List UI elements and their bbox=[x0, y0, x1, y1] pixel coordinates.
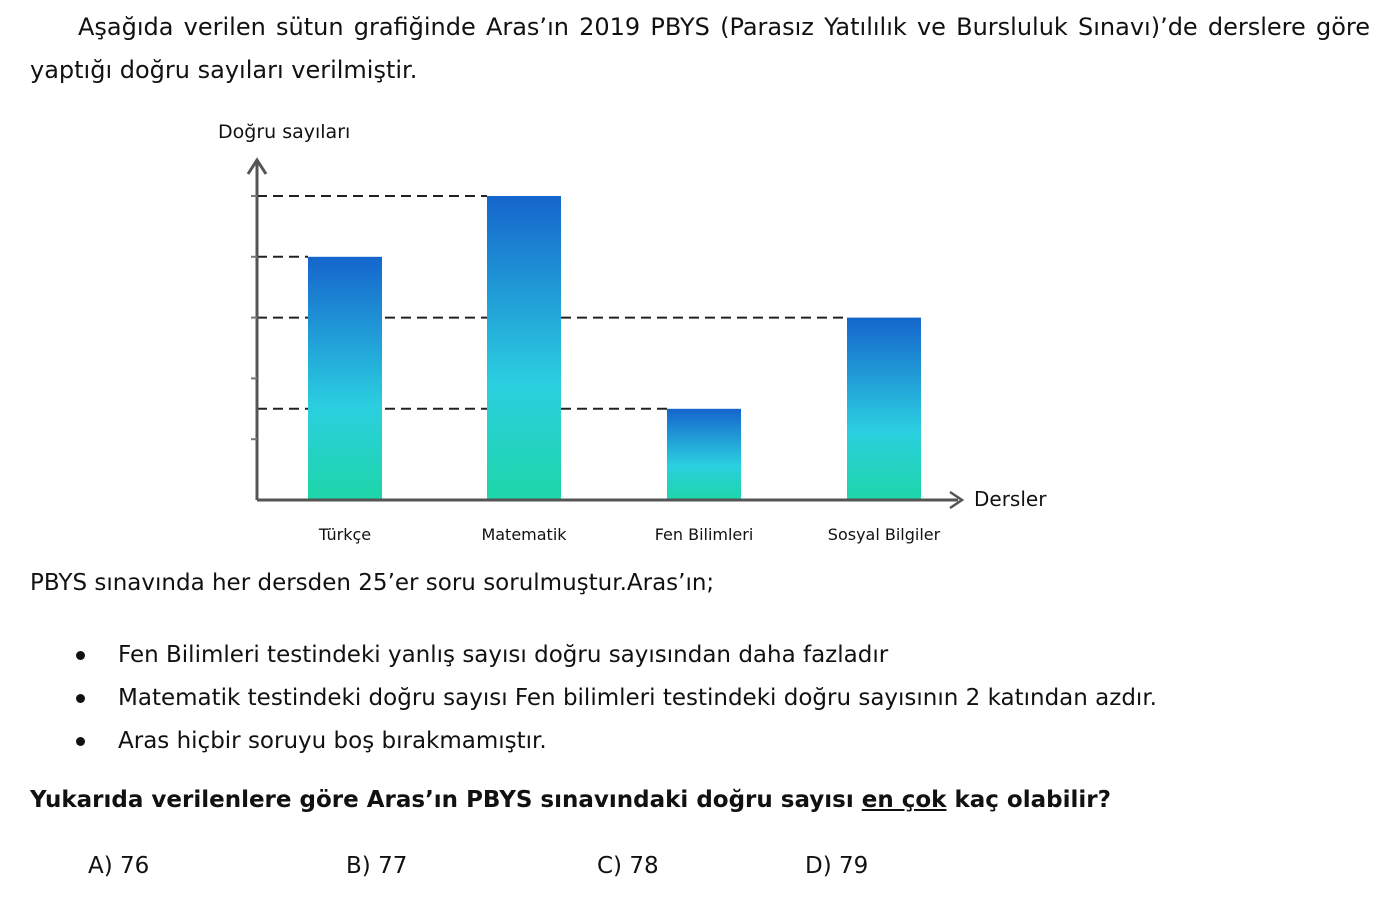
category-label: Sosyal Bilgiler bbox=[828, 525, 941, 544]
bar-sosyal-bilgiler bbox=[847, 317, 921, 500]
intro-text: Aşağıda verilen sütun grafiğinde Aras’ın… bbox=[30, 13, 1370, 84]
condition-item: Matematik testindeki doğru sayısı Fen bi… bbox=[30, 677, 1157, 720]
option-a[interactable]: A) 76 bbox=[88, 853, 150, 879]
x-axis-arrow-icon bbox=[949, 490, 965, 510]
question-emphasis: en çok bbox=[861, 787, 947, 813]
condition-item: Aras hiçbir soruyu boş bırakmamıştır. bbox=[30, 720, 1157, 763]
category-label: Türkçe bbox=[318, 525, 371, 544]
x-axis-label: Dersler bbox=[974, 487, 1047, 511]
question-before: Yukarıda verilenlere göre Aras’ın PBYS s… bbox=[30, 787, 862, 813]
bar-türkçe bbox=[308, 256, 382, 500]
lead-text: PBYS sınavında her dersden 25’er soru so… bbox=[30, 570, 715, 596]
category-label: Fen Bilimleri bbox=[655, 525, 754, 544]
option-d[interactable]: D) 79 bbox=[805, 853, 869, 879]
question-text: Yukarıda verilenlere göre Aras’ın PBYS s… bbox=[30, 787, 1111, 813]
bar-chart: Doğru sayıları Dersler Türkçe Matematik Fe… bbox=[218, 121, 1047, 544]
y-axis-arrow-icon bbox=[246, 157, 268, 175]
option-b[interactable]: B) 77 bbox=[346, 853, 408, 879]
condition-list: Fen Bilimleri testindeki yanlış sayısı d… bbox=[30, 634, 1157, 763]
bar-fen-bilimleri bbox=[667, 408, 741, 500]
y-axis-label: Doğru sayıları bbox=[218, 121, 350, 143]
question-after: kaç olabilir? bbox=[946, 787, 1111, 813]
condition-item: Fen Bilimleri testindeki yanlış sayısı d… bbox=[30, 634, 1157, 677]
option-c[interactable]: C) 78 bbox=[597, 853, 659, 879]
category-label: Matematik bbox=[481, 525, 567, 544]
bar-matematik bbox=[487, 196, 561, 500]
